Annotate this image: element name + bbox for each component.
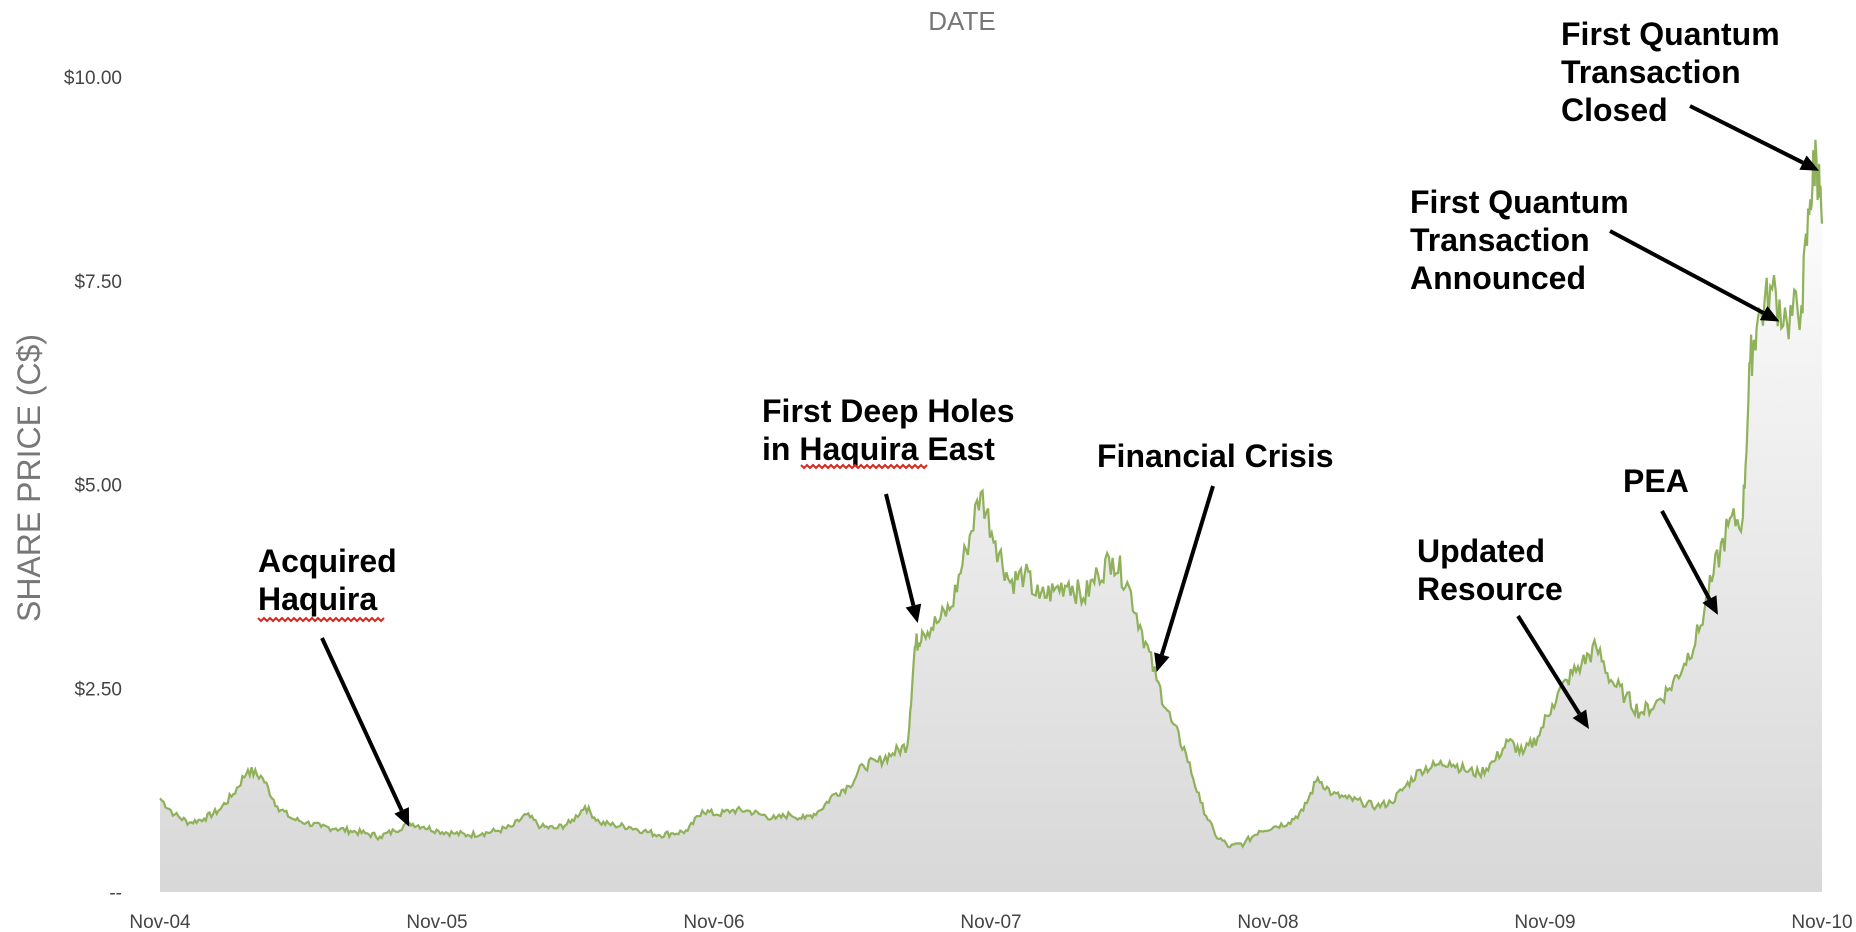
y-tick-label: $2.50 — [74, 679, 122, 700]
y-tick-label: $7.50 — [74, 272, 122, 293]
annotation-label: Resource — [1417, 571, 1563, 607]
annotation: Financial Crisis — [1097, 438, 1334, 672]
y-tick-label: -- — [109, 883, 122, 904]
annotation-arrow — [1516, 614, 1582, 715]
x-tick-label: Nov-07 — [960, 912, 1021, 932]
annotation-label: PEA — [1623, 463, 1689, 499]
annotation-arrow — [1689, 104, 1804, 165]
annotation-arrowhead — [1759, 305, 1780, 322]
annotation-arrowhead — [1154, 652, 1170, 672]
x-tick-label: Nov-08 — [1237, 912, 1298, 932]
annotation-label: Haquira — [258, 581, 377, 617]
x-tick-label: Nov-09 — [1514, 912, 1575, 932]
x-tick-label: Nov-05 — [406, 912, 467, 932]
annotation-arrowhead — [1799, 155, 1820, 171]
x-axis-ticks: Nov-04 Nov-05 Nov-06 Nov-07 Nov-08 Nov-09 Nov-… — [129, 912, 1852, 932]
spellcheck-underline — [800, 463, 928, 470]
annotation-arrowhead — [1702, 595, 1718, 615]
annotation-label: Announced — [1410, 260, 1586, 296]
annotation-arrow — [1159, 485, 1215, 656]
x-tick-label: Nov-10 — [1791, 912, 1852, 932]
price-area — [160, 139, 1822, 893]
price-line — [159, 139, 1824, 849]
y-tick-label: $10.00 — [64, 68, 122, 89]
annotation-label: First Quantum — [1561, 16, 1780, 52]
annotation-arrow — [1660, 510, 1712, 600]
y-tick-label: $5.00 — [74, 476, 122, 497]
annotation-label: Transaction — [1561, 54, 1741, 90]
x-tick-label: Nov-04 — [129, 912, 191, 932]
y-axis-title: SHARE PRICE (C$) — [11, 334, 47, 622]
annotation-arrowhead — [905, 603, 922, 624]
annotation-label: Closed — [1561, 92, 1668, 128]
y-axis-ticks: -- $2.50 $5.00 $7.50 $10.00 — [64, 68, 122, 904]
annotation-arrow — [884, 493, 916, 607]
annotation-label: First Quantum — [1410, 184, 1629, 220]
annotation-label: in Haquira East — [762, 431, 995, 467]
annotation-arrowhead — [394, 807, 410, 827]
annotation-label: First Deep Holes — [762, 393, 1015, 429]
annotation-label: Acquired — [258, 543, 397, 579]
chart-title: DATE — [928, 6, 995, 36]
annotation-label: Financial Crisis — [1097, 438, 1334, 474]
annotation: PEA — [1623, 463, 1718, 615]
annotation-label: Transaction — [1410, 222, 1590, 258]
annotation-arrow — [1609, 229, 1765, 315]
x-tick-label: Nov-06 — [683, 912, 744, 932]
annotation-arrow — [320, 637, 404, 812]
annotation-label: Updated — [1417, 533, 1545, 569]
spellcheck-underline — [257, 616, 385, 623]
annotation-arrowhead — [1572, 709, 1589, 729]
